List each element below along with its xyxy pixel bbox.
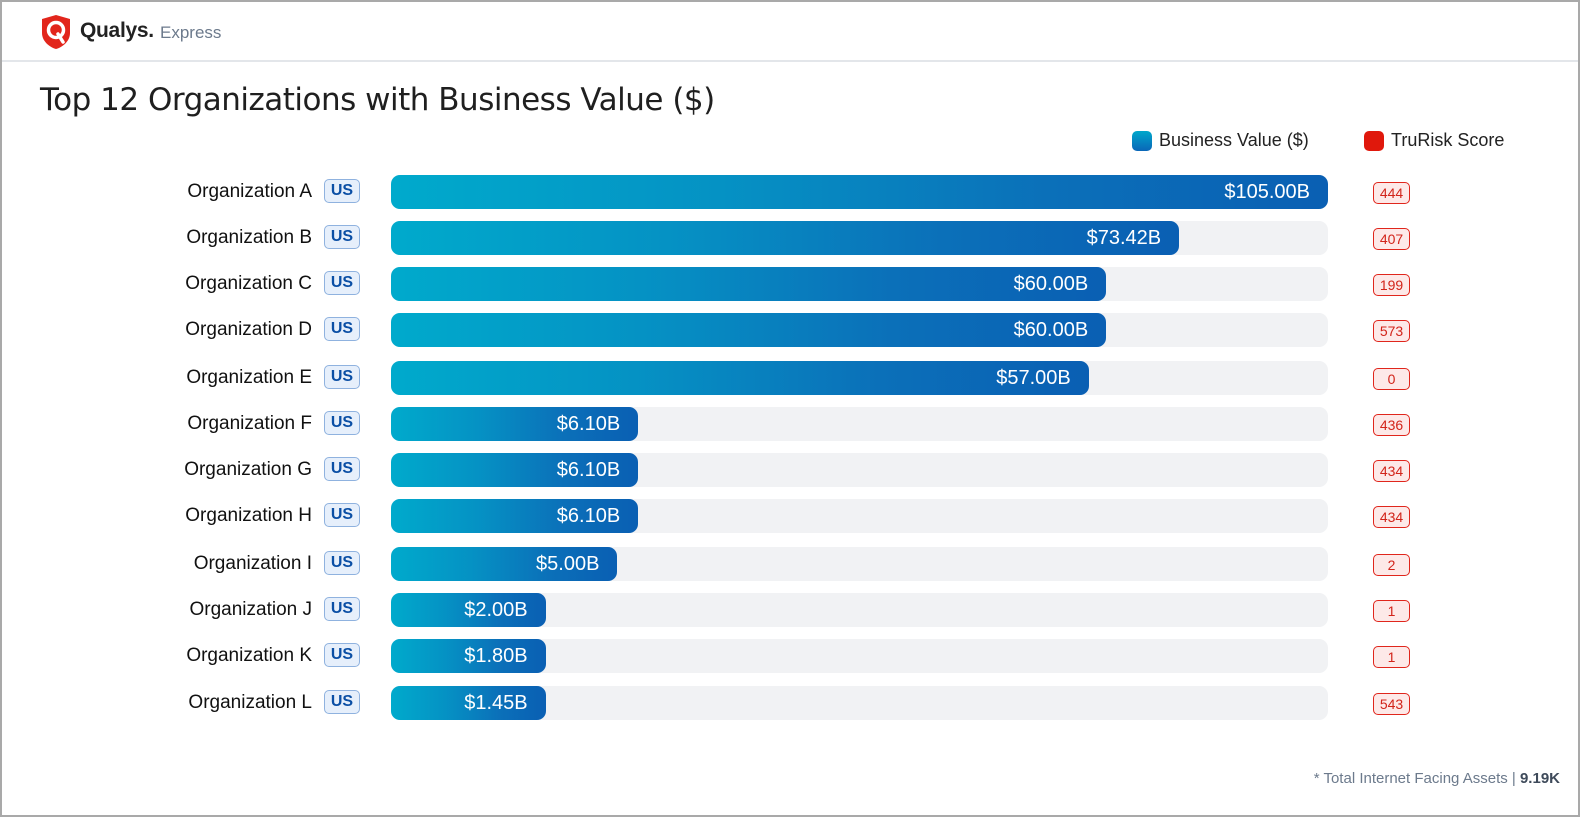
- bar-value-label: $60.00B: [1013, 273, 1089, 295]
- legend-trurisk-score[interactable]: TruRisk Score: [1364, 130, 1504, 151]
- trurisk-score-badge: 436: [1373, 414, 1410, 436]
- business-value-bar[interactable]: $6.10B: [391, 407, 639, 441]
- trurisk-score-badge: 573: [1373, 320, 1410, 342]
- business-value-bar[interactable]: $57.00B: [391, 361, 1089, 395]
- trurisk-score-badge: 444: [1373, 182, 1410, 204]
- org-label: Organization F: [187, 413, 312, 434]
- org-label: Organization H: [185, 505, 312, 526]
- trurisk-score-badge: 434: [1373, 506, 1410, 528]
- country-badge: US: [324, 317, 360, 341]
- org-label: Organization I: [193, 553, 312, 574]
- org-label: Organization B: [186, 227, 312, 248]
- org-label: Organization J: [189, 599, 312, 620]
- chart-row: Organization J US $2.00B 1: [2, 592, 1578, 628]
- bar-track: $1.45B: [391, 686, 1328, 720]
- legend-business-value[interactable]: Business Value ($): [1132, 130, 1309, 151]
- trurisk-score-badge: 1: [1373, 600, 1410, 622]
- org-label: Organization L: [188, 692, 312, 713]
- country-badge: US: [324, 503, 360, 527]
- chart-row: Organization G US $6.10B 434: [2, 452, 1578, 488]
- brand-name: Qualys.: [80, 19, 154, 42]
- bar-value-label: $6.10B: [556, 459, 621, 481]
- bar-track: $60.00B: [391, 313, 1328, 347]
- business-value-bar[interactable]: $1.80B: [391, 639, 546, 673]
- chart-row: Organization E US $57.00B 0: [2, 360, 1578, 396]
- bar-value-label: $60.00B: [1013, 319, 1089, 341]
- product-name: Express: [160, 23, 222, 42]
- trurisk-score-badge: 2: [1373, 554, 1410, 576]
- bar-track: $6.10B: [391, 407, 1328, 441]
- footer-label: * Total Internet Facing Assets |: [1313, 770, 1516, 787]
- country-badge: US: [324, 411, 360, 435]
- trurisk-swatch-icon: [1364, 130, 1384, 151]
- business-value-swatch-icon: [1132, 130, 1152, 151]
- qualys-logo-icon: [42, 15, 70, 49]
- footer-total-assets: * Total Internet Facing Assets | 9.19K: [1314, 770, 1560, 787]
- bar-value-label: $1.80B: [464, 645, 528, 667]
- org-label: Organization G: [184, 459, 312, 480]
- country-badge: US: [324, 457, 360, 481]
- bar-value-label: $2.00B: [464, 599, 528, 621]
- bar-track: $105.00B: [391, 175, 1328, 209]
- business-value-bar[interactable]: $6.10B: [391, 453, 639, 487]
- chart-row: Organization L US $1.45B 543: [2, 685, 1578, 721]
- chart-row: Organization D US $60.00B 573: [2, 312, 1578, 348]
- bar-value-label: $1.45B: [464, 692, 528, 714]
- business-value-bar[interactable]: $60.00B: [391, 313, 1107, 347]
- country-badge: US: [324, 551, 360, 575]
- business-value-bar[interactable]: $6.10B: [391, 499, 639, 533]
- business-value-bar[interactable]: $5.00B: [391, 547, 618, 581]
- country-badge: US: [324, 365, 360, 389]
- chart-row: Organization F US $6.10B 436: [2, 406, 1578, 442]
- org-label: Organization K: [186, 645, 312, 666]
- chart-row: Organization H US $6.10B 434: [2, 498, 1578, 534]
- trurisk-score-badge: 543: [1373, 693, 1410, 715]
- bar-track: $6.10B: [391, 499, 1328, 533]
- country-badge: US: [324, 225, 360, 249]
- country-badge: US: [324, 643, 360, 667]
- bar-value-label: $6.10B: [556, 505, 621, 527]
- bar-track: $5.00B: [391, 547, 1328, 581]
- app-header: Qualys. Express: [2, 2, 1578, 62]
- org-label: Organization A: [187, 181, 312, 202]
- business-value-bar[interactable]: $60.00B: [391, 267, 1107, 301]
- bar-track: $60.00B: [391, 267, 1328, 301]
- chart-row: Organization I US $5.00B 2: [2, 546, 1578, 582]
- bar-track: $57.00B: [391, 361, 1328, 395]
- country-badge: US: [324, 179, 360, 203]
- business-value-bar[interactable]: $1.45B: [391, 686, 546, 720]
- country-badge: US: [324, 690, 360, 714]
- bar-track: $1.80B: [391, 639, 1328, 673]
- org-label: Organization D: [185, 319, 312, 340]
- bar-track: $6.10B: [391, 453, 1328, 487]
- bar-value-label: $6.10B: [556, 413, 621, 435]
- org-label: Organization E: [186, 367, 312, 388]
- bar-value-label: $73.42B: [1086, 227, 1162, 249]
- org-label: Organization C: [185, 273, 312, 294]
- chart-row: Organization B US $73.42B 407: [2, 220, 1578, 256]
- country-badge: US: [324, 271, 360, 295]
- chart-row: Organization K US $1.80B 1: [2, 638, 1578, 674]
- legend-label: TruRisk Score: [1391, 130, 1505, 150]
- trurisk-score-badge: 0: [1373, 368, 1410, 390]
- country-badge: US: [324, 597, 360, 621]
- bar-value-label: $5.00B: [536, 553, 600, 575]
- chart-row: Organization C US $60.00B 199: [2, 266, 1578, 302]
- business-value-bar[interactable]: $73.42B: [391, 221, 1180, 255]
- trurisk-score-badge: 434: [1373, 460, 1410, 482]
- bar-value-label: $105.00B: [1224, 181, 1310, 203]
- bar-value-label: $57.00B: [996, 367, 1071, 389]
- bar-track: $2.00B: [391, 593, 1328, 627]
- business-value-bar[interactable]: $105.00B: [391, 175, 1328, 209]
- trurisk-score-badge: 407: [1373, 228, 1410, 250]
- trurisk-score-badge: 199: [1373, 274, 1410, 296]
- chart-row: Organization A US $105.00B 444: [2, 174, 1578, 210]
- trurisk-score-badge: 1: [1373, 646, 1410, 668]
- footer-value: 9.19K: [1519, 770, 1560, 787]
- chart-title: Top 12 Organizations with Business Value…: [40, 82, 715, 118]
- bar-track: $73.42B: [391, 221, 1328, 255]
- legend-label: Business Value ($): [1159, 130, 1309, 150]
- business-value-bar[interactable]: $2.00B: [391, 593, 546, 627]
